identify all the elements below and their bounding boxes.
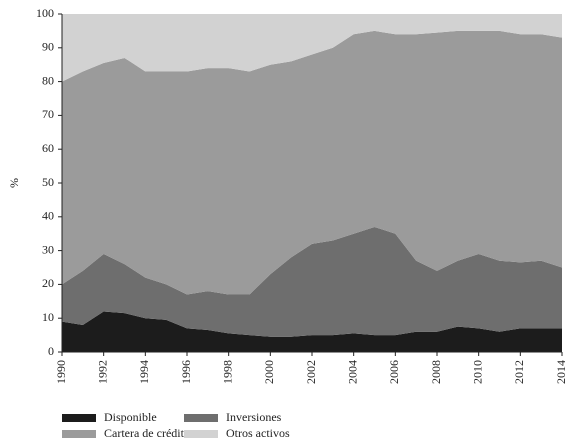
x-tick-label: 1992 xyxy=(95,360,109,384)
area xyxy=(62,226,562,337)
x-tick-label: 2010 xyxy=(470,360,484,384)
area xyxy=(62,30,562,295)
x-tick-label: 1998 xyxy=(220,360,234,384)
x-tick-label: 2004 xyxy=(345,360,359,384)
y-tick-label: 0 xyxy=(48,344,54,358)
x-tick-label: 2012 xyxy=(512,360,526,384)
y-tick-label: 70 xyxy=(42,107,54,121)
y-tick-label: 90 xyxy=(42,40,54,54)
x-tick-label: 2014 xyxy=(554,360,567,384)
y-tick-label: 100 xyxy=(36,6,54,20)
legend-label: Disponible xyxy=(104,410,157,424)
legend-swatch xyxy=(62,414,96,422)
x-tick-label: 2006 xyxy=(387,360,401,384)
legend-swatch xyxy=(184,430,218,438)
y-tick-label: 30 xyxy=(42,242,54,256)
y-axis-label: % xyxy=(7,178,21,188)
area xyxy=(62,311,562,352)
x-tick-label: 1994 xyxy=(137,360,151,384)
legend-swatch xyxy=(184,414,218,422)
x-tick-label: 2002 xyxy=(304,360,318,384)
x-tick-label: 1990 xyxy=(54,360,68,384)
y-tick-label: 80 xyxy=(42,73,54,87)
y-tick-label: 20 xyxy=(42,276,54,290)
legend-label: Otros activos xyxy=(226,426,290,440)
y-tick-label: 60 xyxy=(42,141,54,155)
x-tick-label: 1996 xyxy=(179,360,193,384)
y-tick-label: 40 xyxy=(42,209,54,223)
y-tick-label: 50 xyxy=(42,175,54,189)
x-tick-label: 2008 xyxy=(429,360,443,384)
area xyxy=(62,14,562,82)
legend-label: Inversiones xyxy=(226,410,282,424)
x-tick-label: 2000 xyxy=(262,360,276,384)
legend-label: Cartera de créditos xyxy=(104,426,195,440)
y-tick-label: 10 xyxy=(42,310,54,324)
legend-swatch xyxy=(62,430,96,438)
